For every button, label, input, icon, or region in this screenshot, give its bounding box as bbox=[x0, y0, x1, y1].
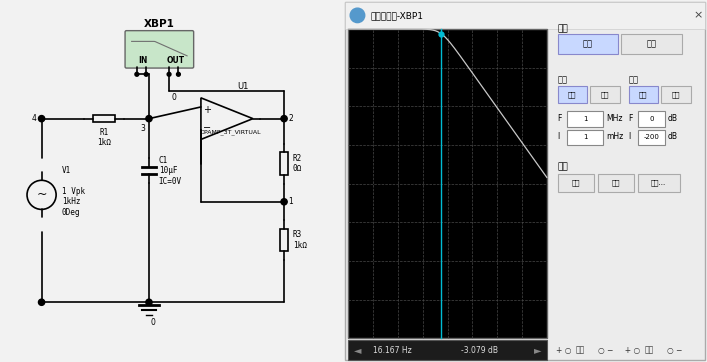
Text: I: I bbox=[629, 132, 631, 140]
Text: V1

1 Vpk
1kHz
0Deg: V1 1 Vpk 1kHz 0Deg bbox=[62, 166, 85, 217]
Circle shape bbox=[281, 115, 287, 122]
Circle shape bbox=[38, 299, 45, 306]
Text: 16.167 Hz: 16.167 Hz bbox=[373, 346, 411, 355]
Bar bbox=[345, 2, 705, 29]
Text: +: + bbox=[203, 105, 211, 115]
Text: 0: 0 bbox=[172, 93, 177, 102]
Text: MHz: MHz bbox=[606, 114, 622, 122]
Text: + ○: + ○ bbox=[556, 346, 573, 355]
Bar bbox=[558, 34, 618, 54]
Text: 后退: 后退 bbox=[572, 180, 580, 186]
Bar bbox=[621, 34, 682, 54]
FancyBboxPatch shape bbox=[125, 31, 194, 68]
Text: mHz: mHz bbox=[606, 132, 623, 140]
Circle shape bbox=[146, 299, 152, 306]
Text: −: − bbox=[203, 123, 211, 132]
Text: 对数: 对数 bbox=[639, 91, 648, 98]
Text: ×: × bbox=[693, 10, 703, 20]
Circle shape bbox=[177, 72, 180, 76]
Text: dB: dB bbox=[667, 114, 678, 122]
Text: 2: 2 bbox=[288, 114, 293, 123]
Text: U1: U1 bbox=[238, 82, 249, 91]
Circle shape bbox=[350, 8, 365, 22]
Bar bbox=[638, 111, 665, 127]
Text: 线性: 线性 bbox=[601, 91, 609, 98]
Text: R2
0Ω: R2 0Ω bbox=[293, 154, 302, 173]
Text: OUT: OUT bbox=[167, 56, 185, 65]
Bar bbox=[662, 86, 691, 103]
Text: 0: 0 bbox=[151, 318, 156, 327]
Text: 线性: 线性 bbox=[672, 91, 680, 98]
Text: F: F bbox=[558, 114, 562, 122]
Bar bbox=[567, 130, 603, 145]
Text: ◄: ◄ bbox=[354, 345, 361, 355]
Circle shape bbox=[281, 199, 287, 205]
Text: 对数: 对数 bbox=[568, 91, 576, 98]
Bar bbox=[590, 86, 619, 103]
Text: 波特显示仪-XBP1: 波特显示仪-XBP1 bbox=[370, 11, 423, 20]
Text: 4: 4 bbox=[32, 114, 36, 123]
Text: F: F bbox=[629, 114, 633, 122]
Circle shape bbox=[146, 115, 152, 122]
Bar bbox=[349, 29, 547, 338]
Text: OPAMP_3T_VIRTUAL: OPAMP_3T_VIRTUAL bbox=[199, 129, 261, 135]
Text: 输出: 输出 bbox=[645, 346, 655, 355]
Text: 设置...: 设置... bbox=[651, 180, 667, 186]
Bar bbox=[93, 115, 115, 122]
Text: -3.079 dB: -3.079 dB bbox=[461, 346, 498, 355]
Text: 控制: 控制 bbox=[558, 162, 568, 171]
Circle shape bbox=[167, 72, 171, 76]
Text: 0: 0 bbox=[649, 116, 654, 122]
Bar bbox=[558, 86, 587, 103]
Text: R1
1kΩ: R1 1kΩ bbox=[97, 128, 111, 147]
Text: I: I bbox=[558, 132, 560, 140]
Text: dB: dB bbox=[667, 132, 678, 140]
Text: 1: 1 bbox=[288, 197, 293, 206]
Bar bbox=[280, 229, 288, 251]
Text: 输入: 输入 bbox=[576, 346, 585, 355]
Bar bbox=[629, 86, 658, 103]
Text: 幅度: 幅度 bbox=[583, 40, 592, 49]
Text: 3: 3 bbox=[140, 124, 145, 133]
Text: 1: 1 bbox=[583, 116, 588, 122]
Bar bbox=[558, 174, 594, 192]
Bar bbox=[280, 152, 288, 175]
Text: 保存: 保存 bbox=[612, 180, 620, 186]
Bar bbox=[349, 340, 547, 360]
Text: 相位: 相位 bbox=[646, 40, 657, 49]
Bar bbox=[567, 111, 603, 127]
Text: C1
10μF
IC=0V: C1 10μF IC=0V bbox=[158, 156, 182, 185]
Circle shape bbox=[144, 72, 148, 76]
Text: 模式: 模式 bbox=[558, 25, 568, 33]
Text: 垂直: 垂直 bbox=[629, 75, 638, 84]
Circle shape bbox=[135, 72, 139, 76]
Text: R3
1kΩ: R3 1kΩ bbox=[293, 230, 307, 249]
Text: -200: -200 bbox=[643, 134, 660, 140]
Bar bbox=[638, 174, 679, 192]
Text: XBP1: XBP1 bbox=[144, 19, 175, 29]
Circle shape bbox=[38, 115, 45, 122]
Text: IN: IN bbox=[138, 56, 148, 65]
Text: + ○: + ○ bbox=[619, 346, 642, 355]
Bar bbox=[638, 130, 665, 145]
Text: ○ −: ○ − bbox=[667, 346, 682, 355]
Text: ○ −: ○ − bbox=[598, 346, 613, 355]
Text: 1: 1 bbox=[583, 134, 588, 140]
Text: ►: ► bbox=[534, 345, 542, 355]
Bar bbox=[598, 174, 634, 192]
Text: 水平: 水平 bbox=[558, 75, 568, 84]
Text: ~: ~ bbox=[36, 188, 47, 201]
